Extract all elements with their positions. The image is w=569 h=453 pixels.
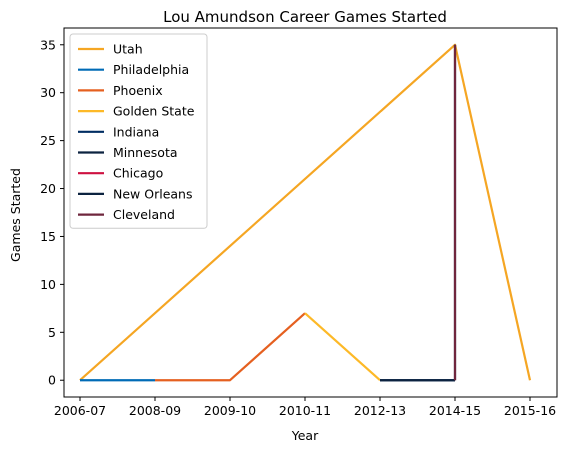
y-axis-label: Games Started [8,168,23,262]
legend-label-indiana: Indiana [113,124,159,139]
y-tick-label: 25 [40,133,56,148]
series-lines [79,43,532,382]
y-tick-label: 0 [48,373,56,388]
y-tick-label: 20 [40,181,56,196]
legend-box [69,33,208,229]
y-tick-label: 35 [40,37,56,52]
legend: Utah Philadelphia Phoenix Golden State India… [69,33,208,229]
x-tick-label: 2008-09 [129,403,181,418]
legend-label-minnesota: Minnesota [113,145,178,160]
y-tick-label: 30 [40,85,56,100]
x-tick-label: 2012-13 [354,403,406,418]
y-tick-label: 10 [40,277,56,292]
chart-title: Lou Amundson Career Games Started [163,8,447,26]
y-tick-label: 15 [40,229,56,244]
legend-label-chicago: Chicago [113,166,163,181]
x-tick-label: 2006-07 [54,403,106,418]
x-axis-ticks: 2006-07 2008-09 2009-10 2010-11 2012-13 2014-… [54,397,556,418]
y-tick-label: 5 [48,325,56,340]
x-axis-label: Year [291,428,319,443]
x-tick-label: 2014-15 [429,403,481,418]
legend-label-philadelphia: Philadelphia [113,62,189,77]
plot-frame [63,27,558,398]
legend-label-phoenix: Phoenix [113,83,163,98]
x-tick-label: 2015-16 [504,403,556,418]
legend-label-utah: Utah [113,42,143,57]
legend-label-golden-state: Golden State [113,104,195,119]
legend-label-new-orleans: New Orleans [113,186,192,201]
x-tick-label: 2010-11 [279,403,331,418]
x-tick-label: 2009-10 [204,403,256,418]
y-axis-ticks: 0 5 10 15 20 25 30 35 [40,37,64,388]
legend-label-cleveland: Cleveland [113,207,175,222]
series-line-golden-state [304,312,381,382]
series-line-phoenix [155,312,306,382]
